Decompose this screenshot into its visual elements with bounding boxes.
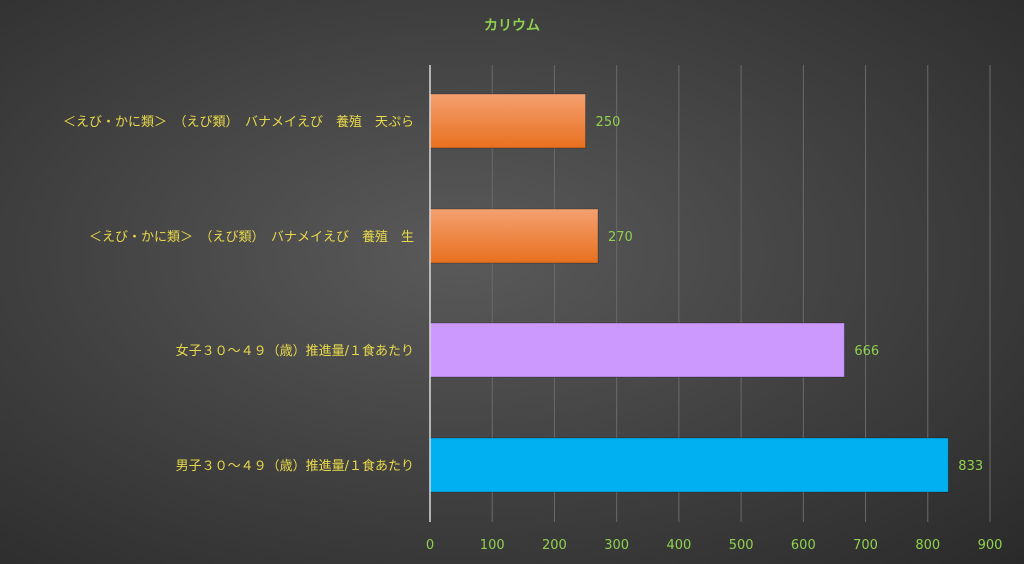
x-tick-label: 200	[542, 538, 567, 553]
data-label: 270	[608, 230, 633, 245]
category-label: ＜えび・かに類＞ （えび類） バナメイえび 養殖 天ぷら	[63, 114, 414, 130]
chart-title: カリウム	[484, 18, 540, 34]
x-tick-label: 600	[791, 538, 816, 553]
category-labels: ＜えび・かに類＞ （えび類） バナメイえび 養殖 天ぷら ＜えび・かに類＞ （えび…	[63, 114, 414, 474]
bar	[429, 208, 599, 264]
x-tick-label: 0	[426, 538, 434, 553]
x-tick-label: 800	[915, 538, 940, 553]
x-tick-label: 500	[729, 538, 754, 553]
bar	[429, 322, 845, 378]
data-label: 250	[596, 115, 621, 130]
data-label: 666	[854, 344, 879, 359]
bar	[429, 437, 949, 493]
x-tick-label: 900	[978, 538, 1003, 553]
x-tick-label: 100	[480, 538, 505, 553]
category-label: ＜えび・かに類＞ （えび類） バナメイえび 養殖 生	[89, 229, 414, 245]
category-label: 女子３０～４９（歳）推進量/１食あたり	[176, 343, 414, 359]
data-label: 833	[958, 459, 983, 474]
x-axis-ticks: 0 100 200 300 400 500 600 700 800 900	[426, 538, 1003, 553]
x-tick-label: 700	[853, 538, 878, 553]
category-label: 男子３０～４９（歳）推進量/１食あたり	[176, 458, 414, 474]
bar	[429, 93, 587, 149]
x-tick-label: 400	[666, 538, 691, 553]
bars: 250 270 666 833	[429, 93, 983, 493]
x-tick-label: 300	[604, 538, 629, 553]
